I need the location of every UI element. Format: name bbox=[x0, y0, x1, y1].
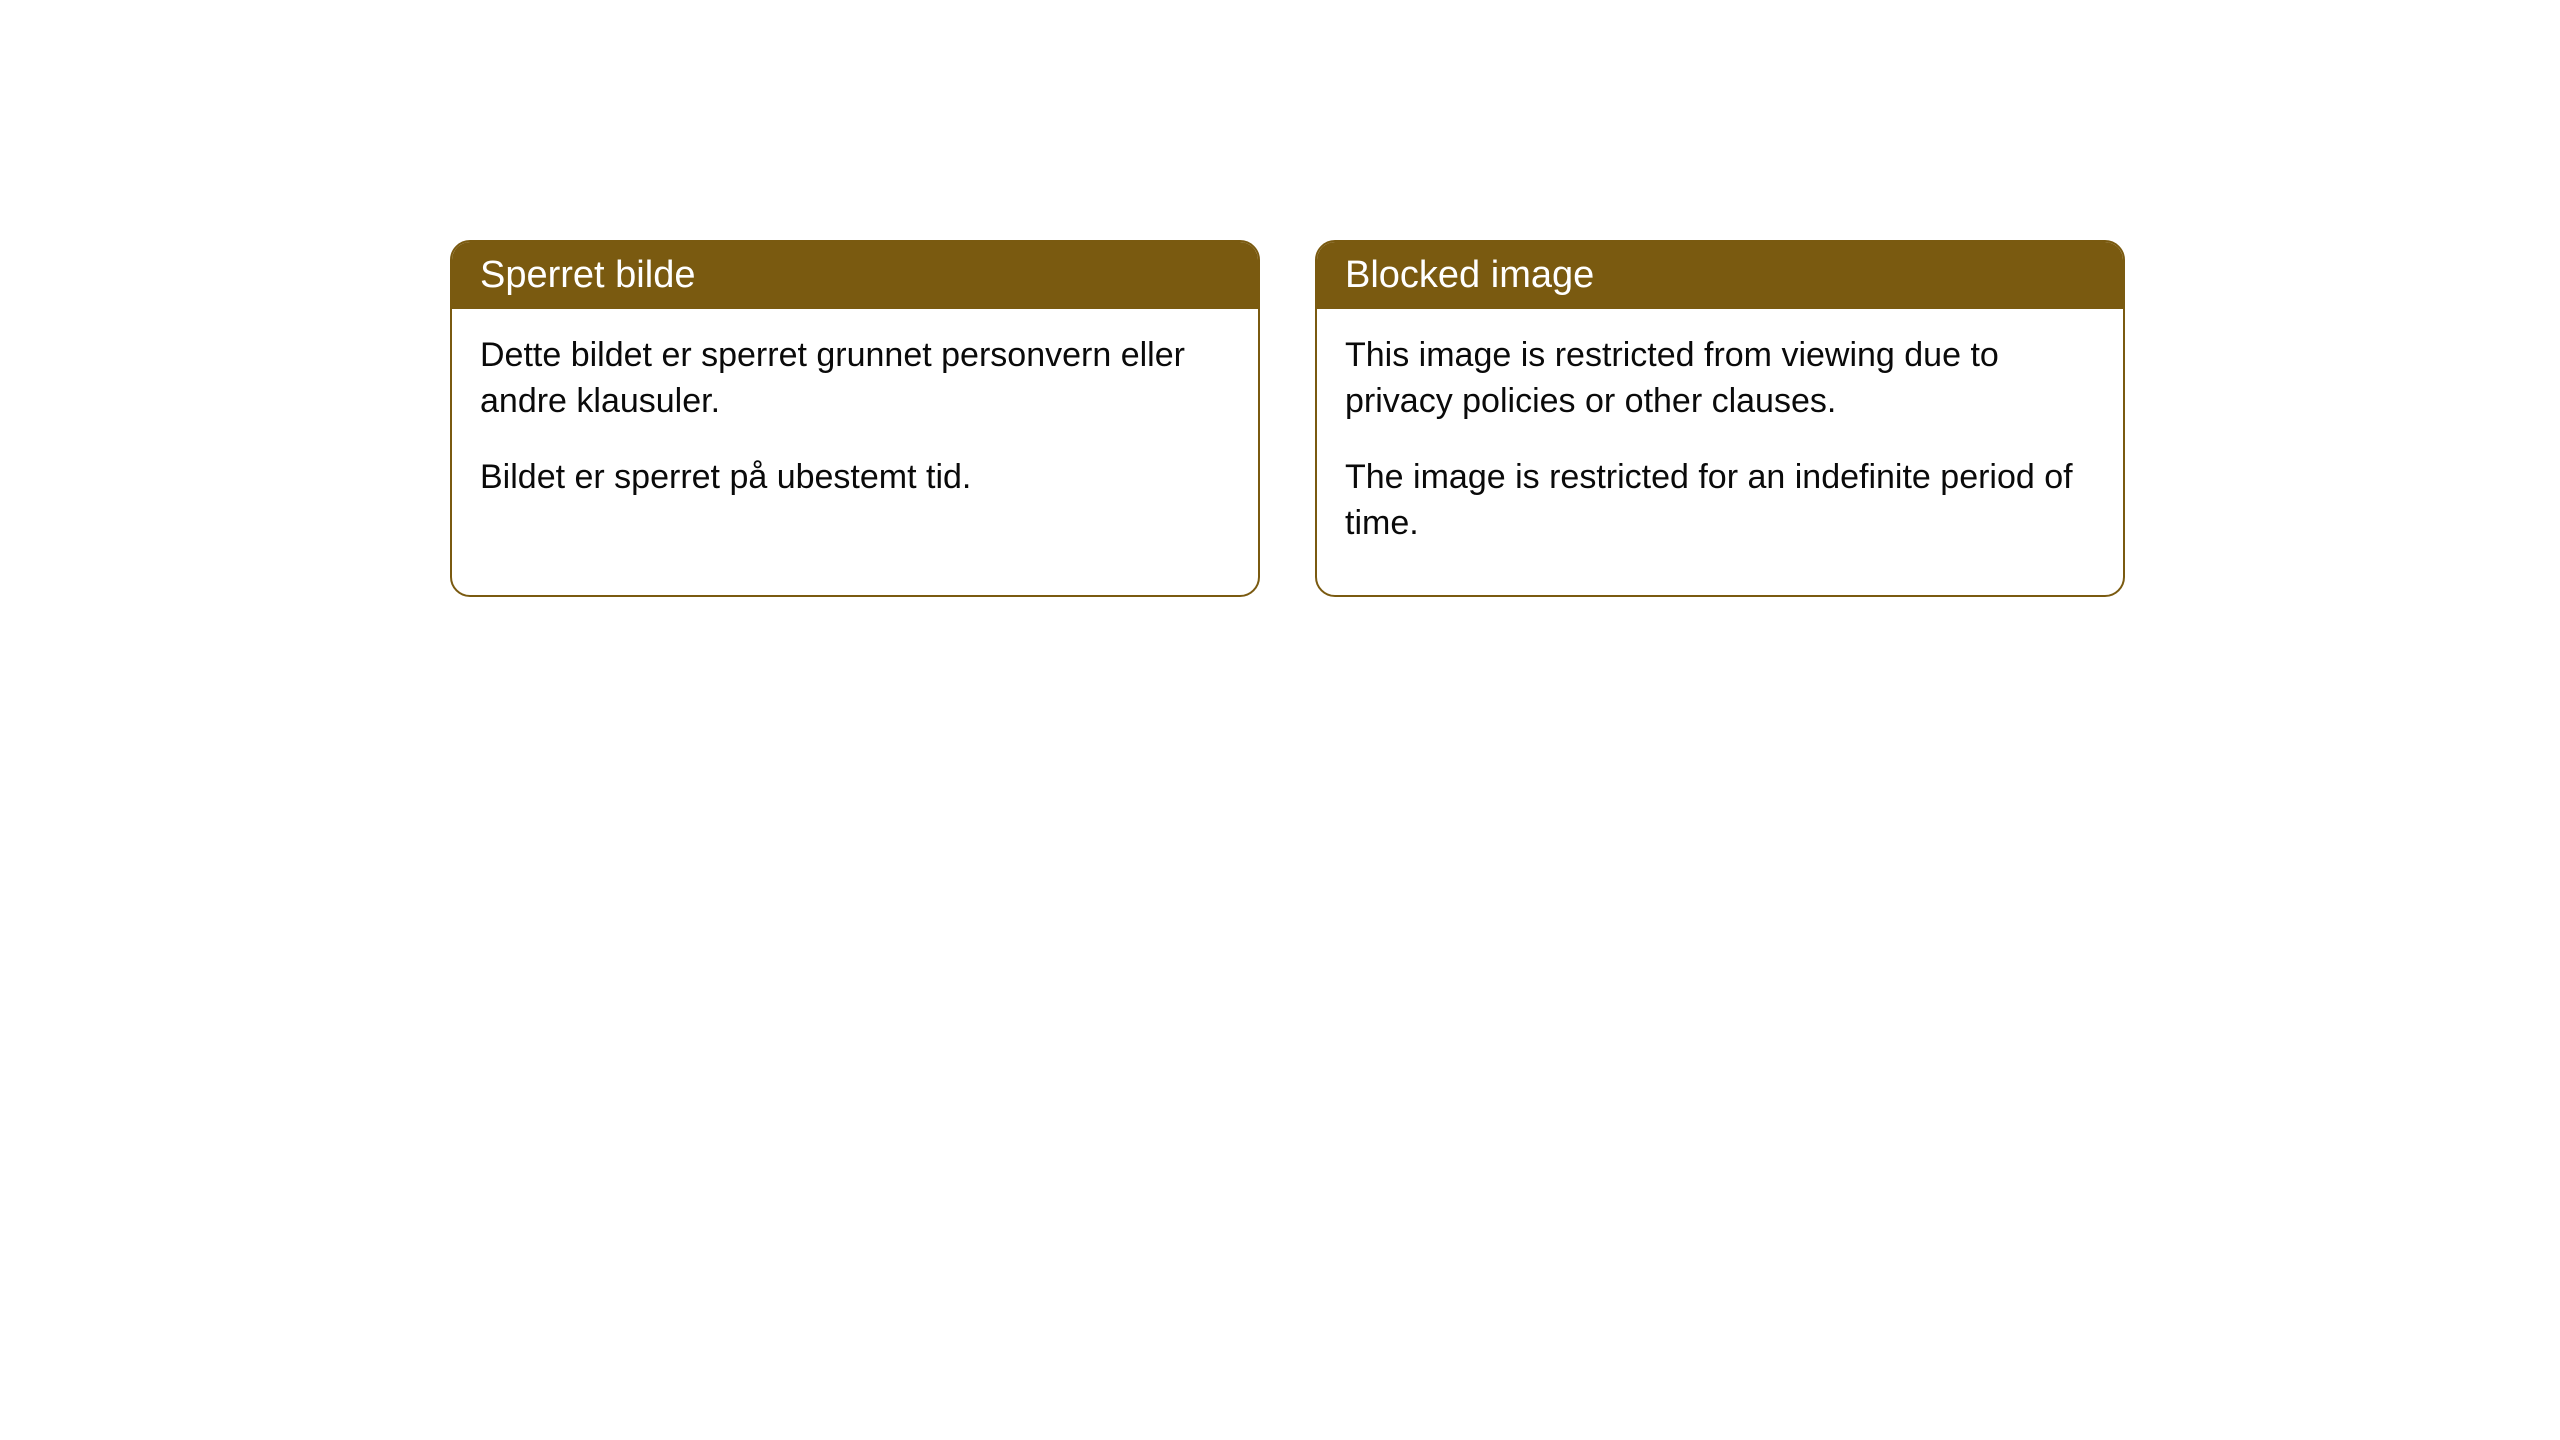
card-header-no: Sperret bilde bbox=[452, 242, 1258, 309]
notice-cards-container: Sperret bilde Dette bildet er sperret gr… bbox=[450, 240, 2125, 597]
blocked-image-card-en: Blocked image This image is restricted f… bbox=[1315, 240, 2125, 597]
card-paragraph-1-en: This image is restricted from viewing du… bbox=[1345, 333, 2095, 425]
card-title-en: Blocked image bbox=[1345, 254, 1594, 296]
blocked-image-card-no: Sperret bilde Dette bildet er sperret gr… bbox=[450, 240, 1260, 597]
card-title-no: Sperret bilde bbox=[480, 254, 695, 296]
card-paragraph-1-no: Dette bildet er sperret grunnet personve… bbox=[480, 333, 1230, 425]
card-paragraph-2-no: Bildet er sperret på ubestemt tid. bbox=[480, 455, 1230, 501]
card-body-en: This image is restricted from viewing du… bbox=[1317, 309, 2123, 595]
card-paragraph-2-en: The image is restricted for an indefinit… bbox=[1345, 455, 2095, 547]
card-header-en: Blocked image bbox=[1317, 242, 2123, 309]
card-body-no: Dette bildet er sperret grunnet personve… bbox=[452, 309, 1258, 549]
